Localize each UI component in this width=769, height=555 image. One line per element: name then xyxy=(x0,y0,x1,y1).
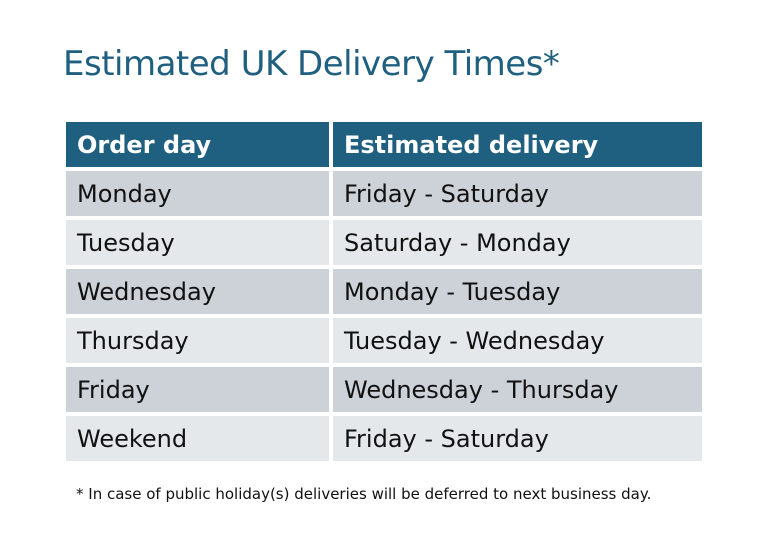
delivery-cell: Saturday - Monday xyxy=(333,220,702,265)
delivery-cell: Friday - Saturday xyxy=(333,416,702,461)
column-header-estimated-delivery: Estimated delivery xyxy=(333,122,702,167)
table-row: Wednesday Monday - Tuesday xyxy=(66,269,702,314)
table-row: Thursday Tuesday - Wednesday xyxy=(66,318,702,363)
delivery-cell: Monday - Tuesday xyxy=(333,269,702,314)
order-day-cell: Wednesday xyxy=(66,269,329,314)
order-day-cell: Thursday xyxy=(66,318,329,363)
delivery-cell: Friday - Saturday xyxy=(333,171,702,216)
order-day-cell: Tuesday xyxy=(66,220,329,265)
table-row: Tuesday Saturday - Monday xyxy=(66,220,702,265)
order-day-cell: Friday xyxy=(66,367,329,412)
table-header-row: Order day Estimated delivery xyxy=(66,122,702,167)
order-day-cell: Weekend xyxy=(66,416,329,461)
delivery-cell: Wednesday - Thursday xyxy=(333,367,702,412)
column-header-order-day: Order day xyxy=(66,122,329,167)
table-row: Monday Friday - Saturday xyxy=(66,171,702,216)
table-row: Weekend Friday - Saturday xyxy=(66,416,702,461)
delivery-times-table: Order day Estimated delivery Monday Frid… xyxy=(62,118,706,465)
delivery-cell: Tuesday - Wednesday xyxy=(333,318,702,363)
footnote: * In case of public holiday(s) deliverie… xyxy=(76,485,652,503)
table-row: Friday Wednesday - Thursday xyxy=(66,367,702,412)
order-day-cell: Monday xyxy=(66,171,329,216)
page-title: Estimated UK Delivery Times* xyxy=(63,44,560,84)
